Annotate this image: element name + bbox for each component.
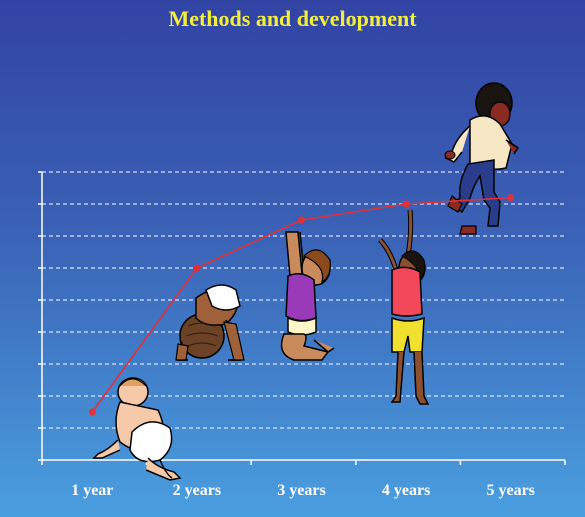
child-running-figure xyxy=(444,82,520,235)
data-point xyxy=(193,264,201,272)
chart-title: Methods and development xyxy=(168,6,417,31)
x-tick-label: 2 years xyxy=(173,482,221,499)
baby-on-hands-and-knees-figure xyxy=(175,284,245,361)
x-tick-label: 4 years xyxy=(382,482,430,499)
baby-crawling-on-belly-figure xyxy=(92,377,182,481)
axes xyxy=(38,171,566,465)
x-tick-label: 5 years xyxy=(486,482,534,499)
data-point xyxy=(402,200,410,208)
data-point xyxy=(507,194,515,202)
child-standing-reaching-up-figure xyxy=(378,209,430,405)
x-axis-labels: 1 year 2 years 3 years 4 years 5 years xyxy=(71,482,535,499)
data-point xyxy=(298,216,305,224)
toddler-reaching-up-kneeling-figure xyxy=(280,231,335,361)
x-tick-label: 3 years xyxy=(277,482,325,499)
data-point xyxy=(88,408,96,416)
x-tick-label: 1 year xyxy=(71,482,113,499)
series-line xyxy=(88,194,515,416)
children-illustrations xyxy=(92,82,520,481)
